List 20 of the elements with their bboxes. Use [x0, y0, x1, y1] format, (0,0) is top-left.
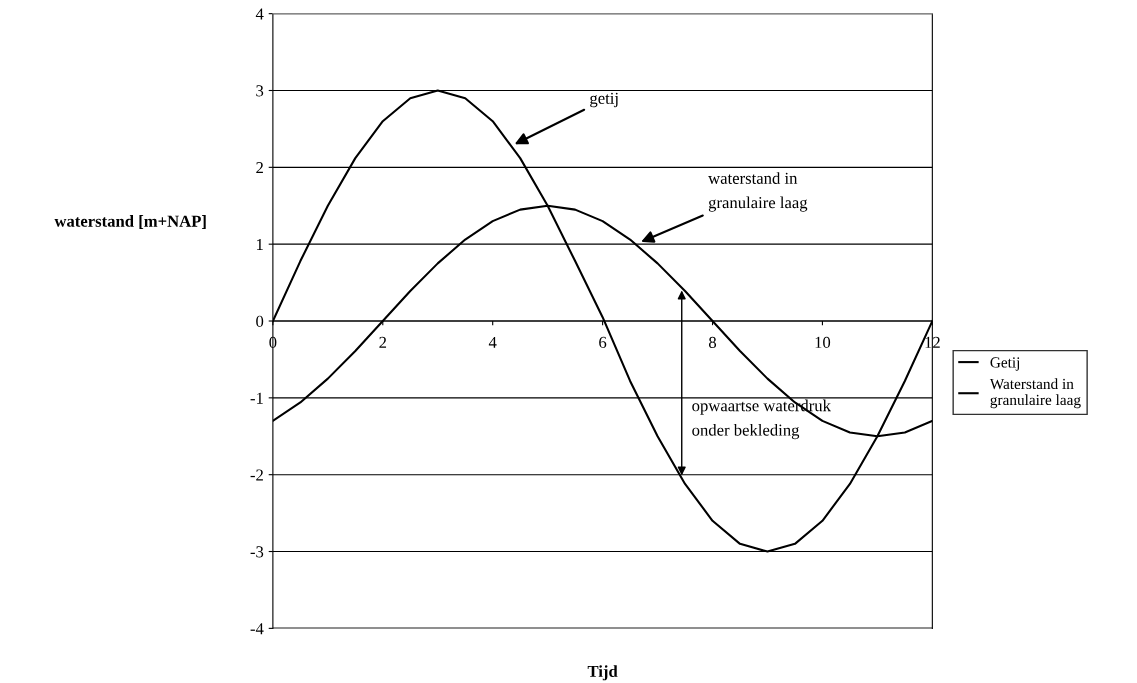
- y-tick-label: 4: [255, 8, 264, 20]
- y-tick-label: 1: [256, 238, 263, 250]
- y-tick-label: -2: [250, 469, 263, 481]
- x-tick-label: 10: [815, 336, 831, 349]
- y-tick-label: -4: [250, 623, 264, 635]
- y-axis-title: waterstand [m+NAP]: [54, 215, 206, 229]
- x-tick-label: 2: [379, 336, 387, 348]
- legend-label: Getij: [990, 357, 1020, 371]
- y-tick-label: -3: [250, 546, 264, 558]
- annotation: waterstand in granulaire laag: [708, 172, 808, 212]
- x-tick-label: 4: [488, 336, 497, 348]
- x-axis-title: Tijd: [587, 665, 618, 681]
- annotation: getij: [590, 92, 618, 108]
- legend-label: Waterstand in granulaire laag: [989, 378, 1081, 409]
- x-tick-label: 8: [708, 336, 717, 349]
- y-tick-label: -1: [250, 392, 263, 404]
- y-tick-label: 3: [256, 85, 264, 97]
- x-tick-label: 6: [599, 336, 607, 349]
- y-tick-label: 0: [256, 315, 264, 327]
- y-tick-label: 2: [256, 162, 263, 174]
